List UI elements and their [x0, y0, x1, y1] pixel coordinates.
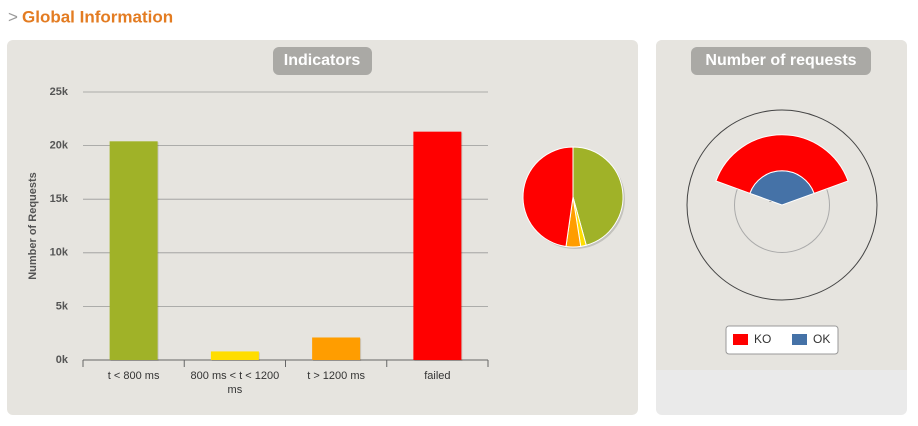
legend-label: OK	[813, 332, 830, 346]
polar-outline	[686, 109, 878, 301]
y-axis-label: Number of Requests	[27, 172, 39, 280]
panel	[7, 40, 638, 415]
y-tick-label: 25k	[50, 86, 69, 98]
legend-box	[725, 325, 839, 355]
bar	[312, 337, 361, 360]
x-tick-label: 800 ms < t < 1200 ms	[190, 370, 280, 396]
polar-sector	[715, 134, 849, 194]
chart-title: Indicators	[284, 52, 361, 69]
pie-slice	[572, 146, 624, 246]
bar	[413, 131, 462, 360]
bar	[210, 351, 259, 360]
x-tick-label: failed	[424, 370, 451, 382]
y-tick-label: 5k	[56, 300, 69, 312]
x-tick-label: t < 800 ms	[107, 370, 160, 382]
bar	[109, 141, 158, 360]
chart-title: Number of requests	[705, 52, 856, 69]
panel-title-bg	[691, 47, 871, 75]
y-tick-label: 0k	[56, 354, 69, 366]
header-marker: >	[8, 7, 18, 26]
legend-swatch	[792, 334, 807, 345]
legend-label: KO	[754, 332, 771, 346]
y-tick-label: 10k	[50, 247, 69, 259]
legend-swatch	[733, 334, 748, 345]
panel-title-bg	[273, 47, 372, 75]
header-title: Global Information	[22, 7, 173, 26]
y-tick-label: 20k	[50, 140, 69, 152]
y-tick-label: 15k	[50, 193, 69, 205]
x-tick-label: t > 1200 ms	[307, 370, 366, 382]
pie-slice	[522, 146, 574, 248]
